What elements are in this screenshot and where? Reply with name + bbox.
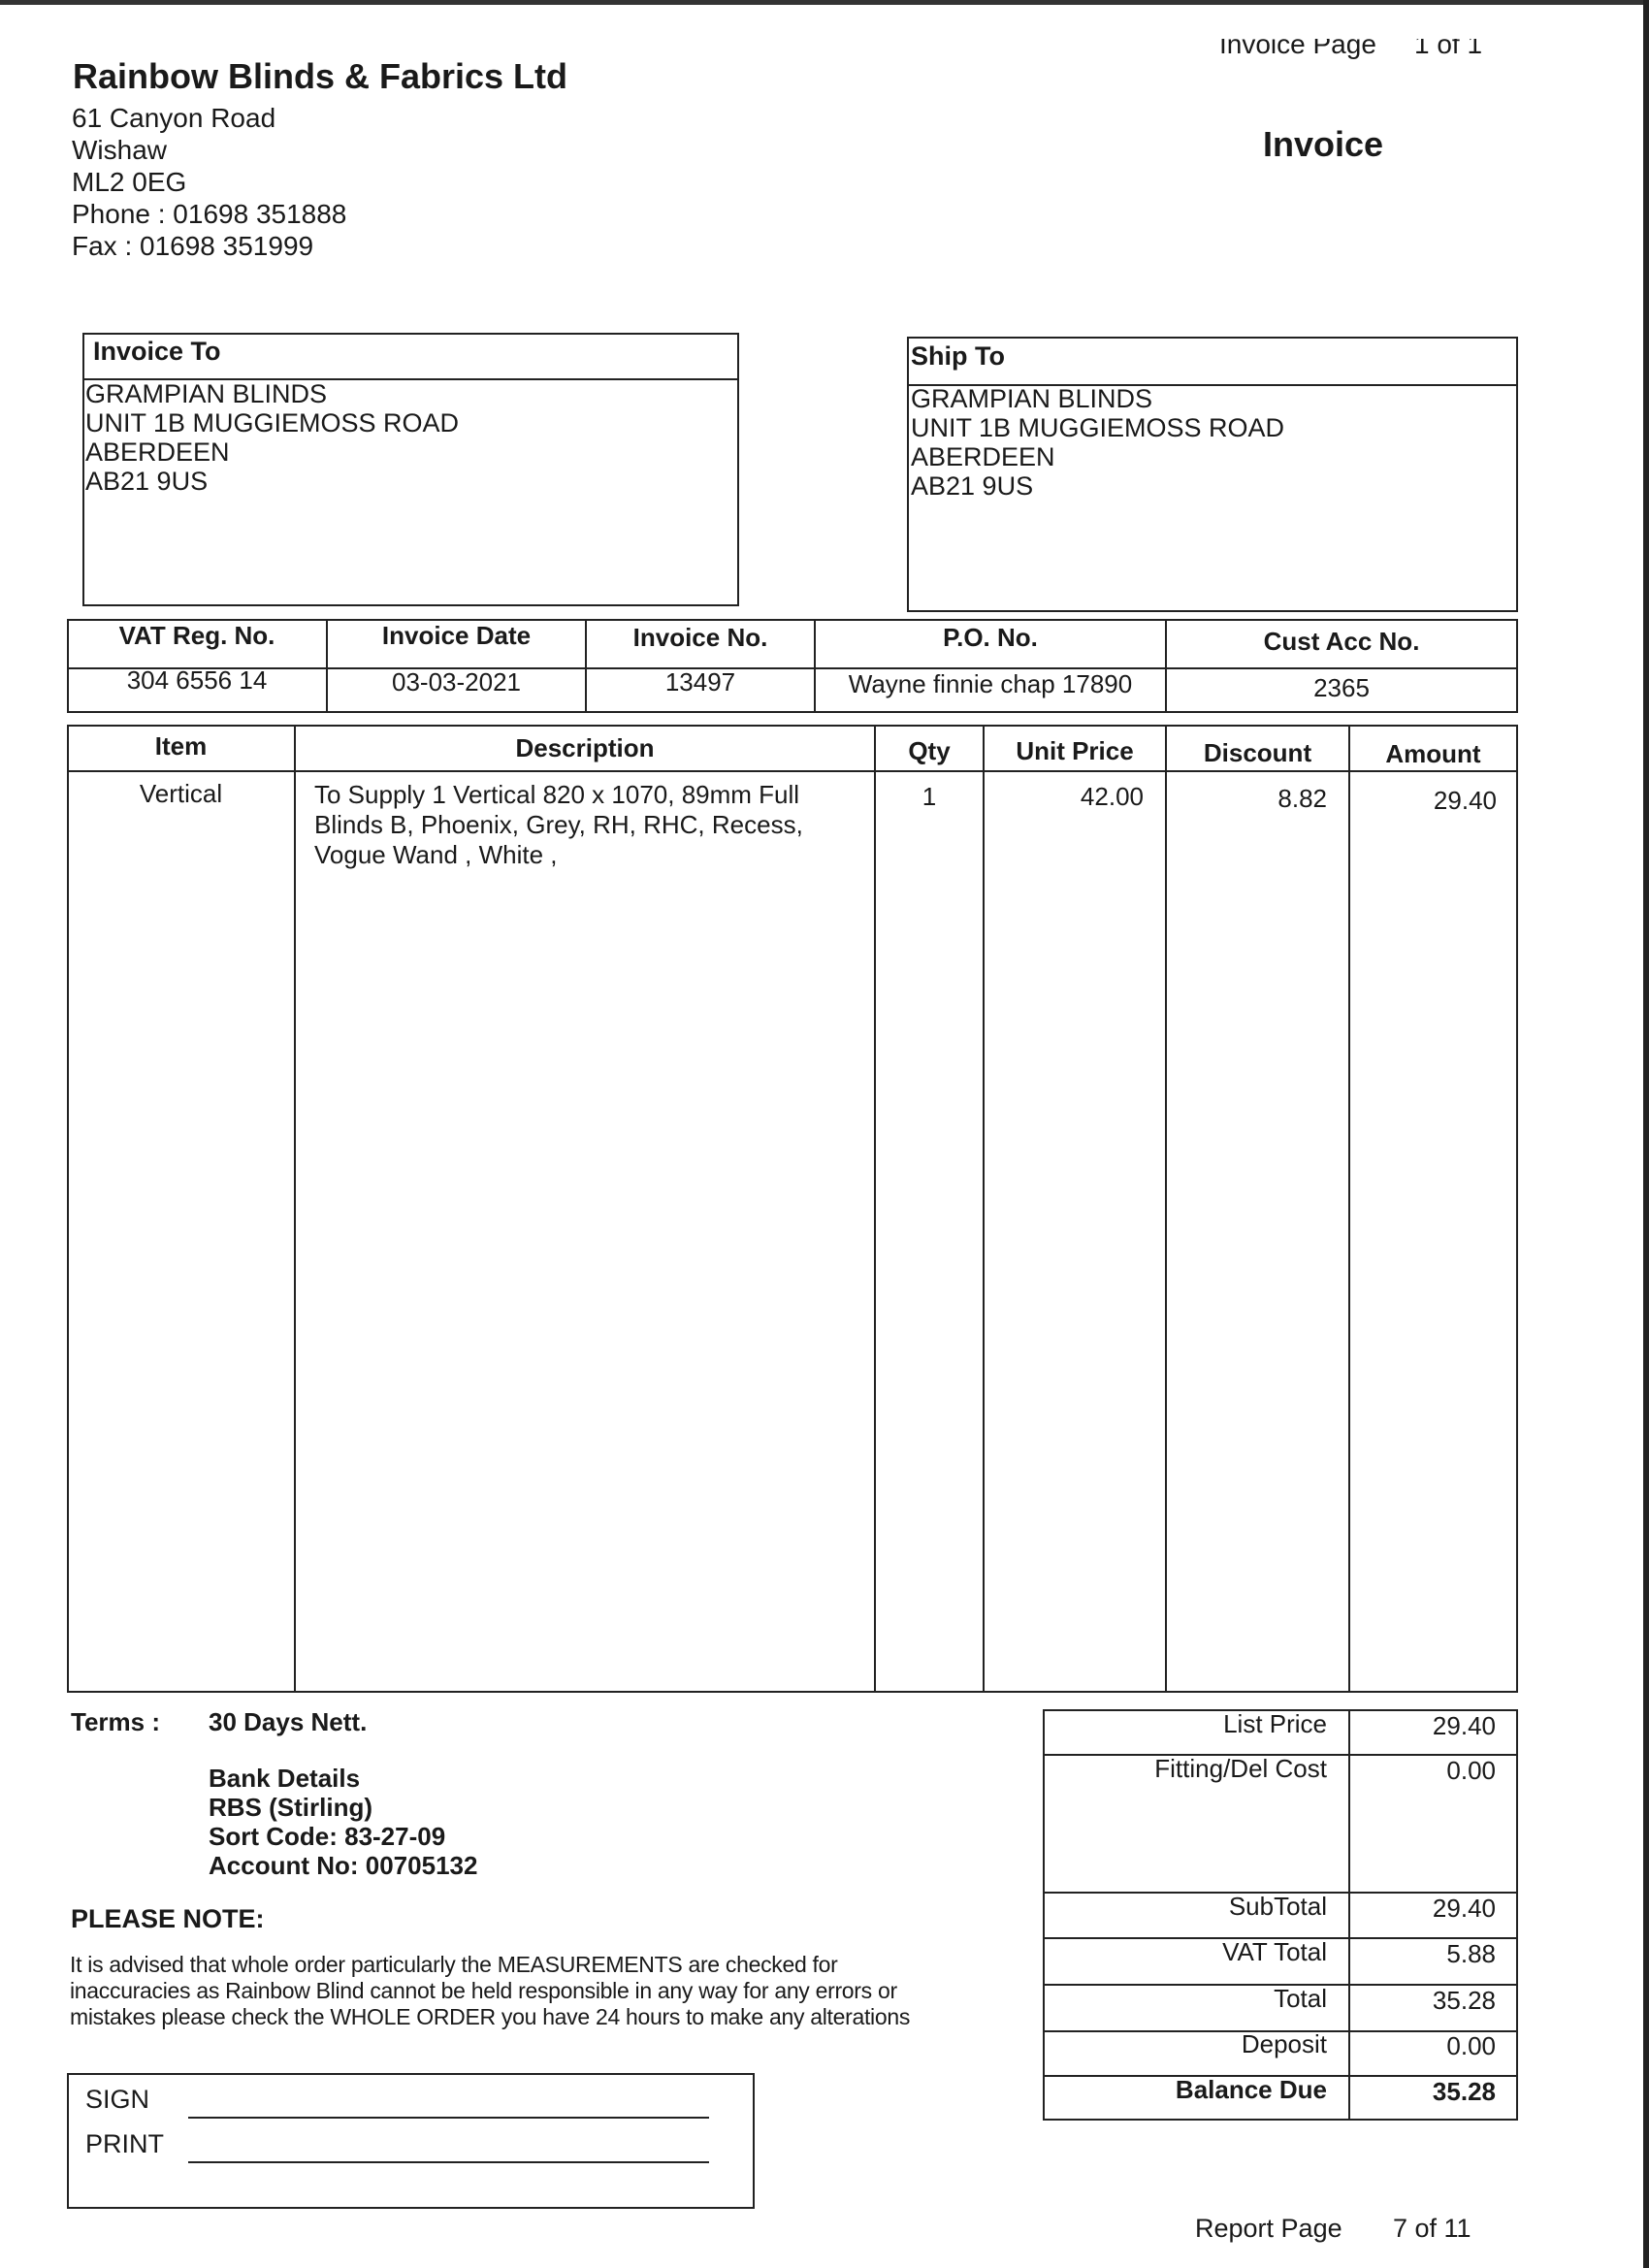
items-header: Description — [515, 733, 655, 762]
invoice-to-address: GRAMPIAN BLINDS UNIT 1B MUGGIEMOSS ROAD AB… — [85, 379, 460, 496]
scan-edge-top — [0, 0, 1649, 5]
balance-due-value: 35.28 — [1432, 2077, 1496, 2106]
invoice-date: 03-03-2021 — [392, 667, 521, 697]
total-value: 0.00 — [1446, 2031, 1496, 2060]
note-text: It is advised that whole order particula… — [70, 1952, 911, 2029]
item-amount: 29.40 — [1433, 786, 1497, 815]
ship-to-heading: Ship To — [911, 341, 1005, 371]
total-value: 35.28 — [1432, 1986, 1496, 2015]
total-label: Deposit — [1241, 2029, 1327, 2058]
total-value: 29.40 — [1432, 1711, 1496, 1740]
bank-details: Bank Details RBS (Stirling) Sort Code: 83-… — [209, 1764, 478, 1880]
info-header: P.O. No. — [943, 623, 1038, 652]
terms-label: Terms : — [71, 1707, 160, 1736]
items-header: Amount — [1385, 739, 1481, 768]
print-label: PRINT — [85, 2129, 164, 2158]
item-description: To Supply 1 Vertical 820 x 1070, 89mm Fu… — [314, 780, 803, 869]
terms-value: 30 Days Nett. — [209, 1707, 368, 1736]
total-label: Total — [1274, 1984, 1327, 2013]
invoice-to-box — [82, 333, 739, 606]
item-name: Vertical — [139, 779, 223, 808]
report-page-value: 7 of 11 — [1393, 2214, 1471, 2243]
scan-edge-right — [1643, 0, 1649, 2268]
invoice-no: 13497 — [664, 667, 736, 697]
invoice-to-heading: Invoice To — [93, 337, 221, 366]
balance-due-label: Balance Due — [1175, 2075, 1327, 2104]
item-qty: 1 — [922, 782, 937, 811]
company-fax: Fax : 01698 351999 — [72, 231, 314, 261]
items-table — [67, 725, 1518, 1693]
item-discount: 8.82 — [1277, 784, 1327, 813]
items-header: Item — [154, 731, 208, 761]
ship-to-box — [907, 337, 1518, 612]
company-name: Rainbow Blinds & Fabrics Ltd — [73, 56, 568, 96]
sign-box — [67, 2073, 755, 2209]
total-label: VAT Total — [1222, 1937, 1327, 1966]
po-no: Wayne finnie chap 17890 — [848, 669, 1133, 698]
company-phone: Phone : 01698 351888 — [72, 199, 347, 229]
invoice-page-value: 1 of 1 — [1414, 29, 1483, 59]
total-value: 29.40 — [1432, 1894, 1496, 1923]
total-label: Fitting/Del Cost — [1154, 1754, 1327, 1783]
info-header: Invoice No. — [632, 623, 768, 652]
company-address-line: 61 Canyon Road — [72, 103, 276, 133]
total-value: 5.88 — [1446, 1939, 1496, 1968]
total-label: List Price — [1223, 1709, 1327, 1738]
print-line[interactable] — [188, 2161, 709, 2163]
info-header: VAT Reg. No. — [118, 621, 275, 650]
sign-line[interactable] — [188, 2117, 709, 2119]
items-header: Qty — [908, 736, 951, 765]
vat-reg-no: 304 6556 14 — [126, 665, 268, 695]
items-header: Unit Price — [1016, 736, 1134, 765]
info-header: Invoice Date — [381, 621, 532, 650]
document-title: Invoice — [1263, 124, 1384, 164]
item-unit-price: 42.00 — [1080, 782, 1144, 811]
note-heading: PLEASE NOTE: — [71, 1904, 265, 1933]
report-page-label: Report Page — [1195, 2214, 1342, 2243]
totals-box — [1043, 1709, 1518, 2121]
total-value: 0.00 — [1446, 1756, 1496, 1785]
total-label: SubTotal — [1228, 1892, 1327, 1921]
invoice-info-table — [67, 619, 1518, 713]
items-header: Discount — [1203, 738, 1312, 767]
info-header: Cust Acc No. — [1263, 627, 1420, 656]
company-address-line: Wishaw — [72, 135, 168, 165]
company-address-line: ML2 0EG — [72, 167, 187, 197]
sign-label: SIGN — [85, 2085, 150, 2114]
cust-acc-no: 2365 — [1313, 673, 1370, 702]
ship-to-address: GRAMPIAN BLINDS UNIT 1B MUGGIEMOSS ROAD AB… — [911, 384, 1285, 501]
invoice-page-label: Invoice Page — [1219, 29, 1376, 59]
